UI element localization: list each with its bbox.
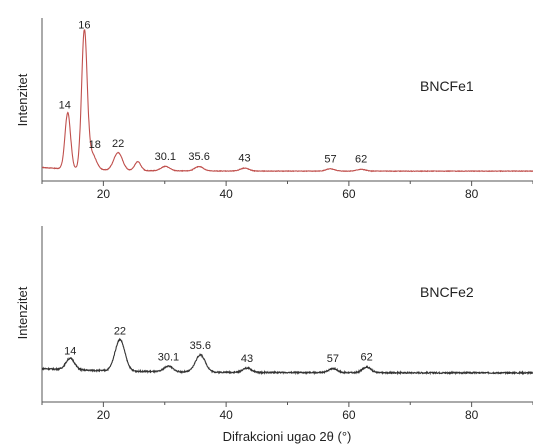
y-axis-label-top: Intenzitet xyxy=(15,73,30,126)
peak-label-bncfe1-22: 22 xyxy=(112,138,124,150)
peak-label-bncfe1-30-1: 30.1 xyxy=(155,151,176,163)
x-tick-label-bncfe1-60: 60 xyxy=(342,187,356,201)
x-tick-label-bncfe2-80: 80 xyxy=(465,408,479,422)
peak-label-bncfe2-43: 43 xyxy=(241,353,253,365)
x-tick-label-bncfe2-60: 60 xyxy=(342,408,356,422)
x-axis-label: Difrakcioni ugao 2θ (°) xyxy=(223,429,352,444)
peak-label-bncfe1-16: 16 xyxy=(78,19,90,31)
x-tick-label-bncfe1-20: 20 xyxy=(97,187,111,201)
peak-label-bncfe2-14: 14 xyxy=(64,346,76,358)
peak-label-bncfe1-62: 62 xyxy=(355,154,367,166)
x-tick-label-bncfe1-80: 80 xyxy=(465,187,479,201)
peak-label-bncfe1-43: 43 xyxy=(238,153,250,165)
xrd-pattern-bncfe1 xyxy=(41,29,533,173)
sample-label-bncfe2: BNCFe2 xyxy=(420,284,474,300)
peak-label-bncfe1-14: 14 xyxy=(59,99,71,111)
panel-bncfe2: BNCFe2 Intenzitet Difrakcioni ugao 2θ (°… xyxy=(15,226,533,444)
peak-label-bncfe2-62: 62 xyxy=(361,351,373,363)
x-tick-label-bncfe2-40: 40 xyxy=(219,408,233,422)
peak-label-bncfe2-22: 22 xyxy=(114,326,126,338)
y-axis-label-bottom: Intenzitet xyxy=(15,286,30,339)
x-tick-label-bncfe2-20: 20 xyxy=(97,408,111,422)
peak-label-bncfe1-18: 18 xyxy=(89,139,101,151)
sample-label-bncfe1: BNCFe1 xyxy=(420,78,474,94)
peak-label-bncfe2-35-6: 35.6 xyxy=(190,340,211,352)
xrd-pattern-bncfe2 xyxy=(41,337,533,376)
peak-label-bncfe1-57: 57 xyxy=(324,153,336,165)
peak-label-bncfe2-30-1: 30.1 xyxy=(158,351,179,363)
x-tick-label-bncfe1-40: 40 xyxy=(219,187,233,201)
peak-label-bncfe2-57: 57 xyxy=(327,353,339,365)
panel-bncfe1: BNCFe1 Intenzitet 20 40 60 80 14 16 18 22 30.1 35… xyxy=(15,18,533,201)
peak-label-bncfe1-35-6: 35.6 xyxy=(188,151,209,163)
